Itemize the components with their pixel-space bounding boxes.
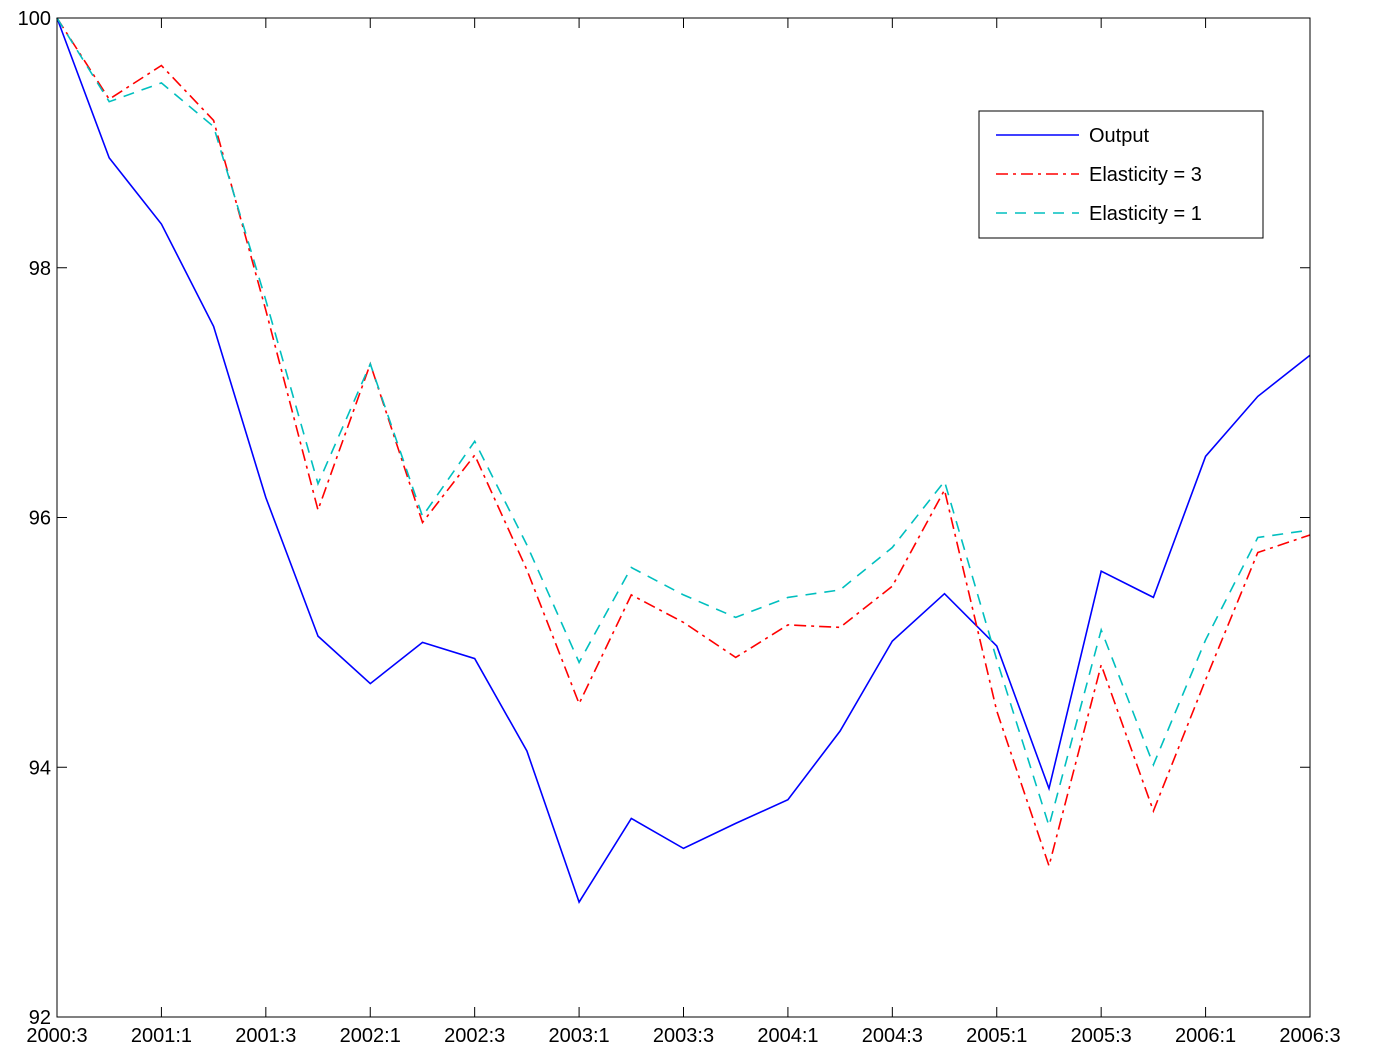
series-line [56, 17, 1311, 904]
x-tick-label: 2005:1 [966, 1025, 1027, 1047]
x-tick-label: 2003:3 [653, 1025, 714, 1047]
y-tick-label: 98 [29, 258, 51, 280]
plot-frame [56, 17, 1311, 1018]
legend: Output Elasticity = 3 Elasticity = 1 [978, 110, 1264, 239]
legend-label: Output [1089, 125, 1149, 147]
x-tick-label: 2004:3 [862, 1025, 923, 1047]
x-tick-label: 2002:1 [340, 1025, 401, 1047]
x-tick-label: 2001:3 [235, 1025, 296, 1047]
series-line [56, 17, 1311, 869]
y-tick-label: 100 [18, 8, 51, 30]
x-tick-label: 2006:3 [1279, 1025, 1340, 1047]
x-tick-label: 2000:3 [26, 1025, 87, 1047]
x-tick-label: 2004:1 [757, 1025, 818, 1047]
x-tick-label: 2006:1 [1175, 1025, 1236, 1047]
y-tick-label: 96 [29, 508, 51, 530]
y-tick-label: 94 [29, 757, 51, 779]
x-tick-label: 2003:1 [548, 1025, 609, 1047]
series-line [56, 17, 1311, 829]
x-tick-label: 2002:3 [444, 1025, 505, 1047]
legend-label: Elasticity = 1 [1089, 203, 1202, 225]
y-tick-label: 92 [29, 1007, 51, 1029]
x-tick-label: 2005:3 [1071, 1025, 1132, 1047]
legend-label: Elasticity = 3 [1089, 164, 1202, 186]
x-tick-label: 2001:1 [131, 1025, 192, 1047]
